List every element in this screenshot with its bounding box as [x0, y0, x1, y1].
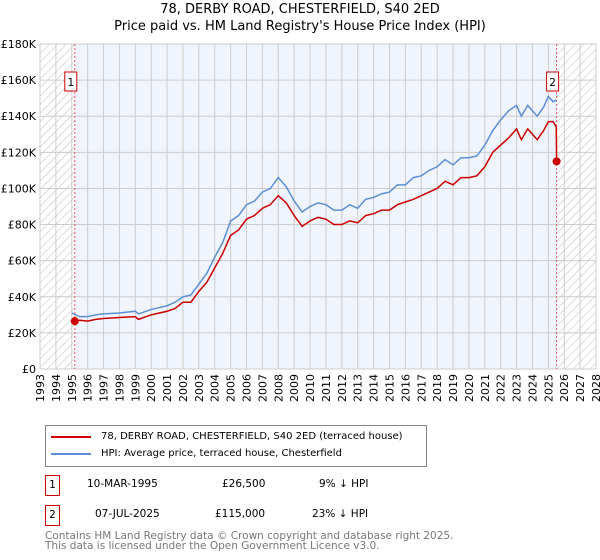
x-tick-label: 2016: [399, 374, 412, 402]
x-tick-label: 2026: [558, 374, 571, 402]
y-tick-label: £60K: [8, 255, 37, 268]
transaction-row: 1 10-MAR-1995 £26,500 9% ↓ HPI: [45, 475, 445, 496]
y-tick-label: £20K: [8, 327, 37, 340]
x-tick-label: 2006: [241, 374, 254, 402]
y-tick-label: £80K: [8, 219, 37, 232]
transaction-hpi: 23% ↓ HPI: [312, 508, 369, 520]
x-tick-label: 2012: [336, 374, 349, 402]
x-tick-label: 1997: [98, 374, 111, 402]
x-tick-label: 1995: [66, 374, 79, 402]
price-chart: 1993 1994 1995 1996 1997 1998 1999 2000 2001 2002…: [1, 38, 600, 402]
x-tick-label: 2001: [161, 374, 174, 402]
chart-title: 78, DERBY ROAD, CHESTERFIELD, S40 2ED: [160, 2, 440, 17]
x-tick-label: 2015: [383, 374, 396, 402]
x-tick-label: 2004: [209, 374, 222, 402]
transaction-badge: 1: [45, 475, 60, 496]
y-tick-label: £120K: [1, 146, 37, 159]
x-tick-label: 2023: [511, 374, 524, 402]
y-tick-label: £180K: [1, 38, 37, 51]
legend-swatch-hpi: [51, 452, 91, 455]
property-price-line: [74, 120, 558, 322]
x-tick-label: 2020: [463, 374, 476, 402]
transaction-price: £26,500: [222, 478, 266, 490]
y-tick-label: £160K: [1, 74, 37, 87]
x-tick-label: 2008: [272, 374, 285, 402]
sale-point: [552, 157, 561, 166]
chart-subtitle: Price paid vs. HM Land Registry's House …: [114, 19, 486, 34]
sale-marker-box: [546, 71, 560, 92]
sale-marker-label: 1: [67, 77, 74, 89]
footer: Contains HM Land Registry data © Crown c…: [45, 530, 454, 552]
x-tick-label: 1999: [129, 374, 142, 402]
legend-label-property: 78, DERBY ROAD, CHESTERFIELD, S40 2ED (t…: [101, 431, 403, 442]
hatch-after: [556, 44, 596, 369]
x-tick-label: 2011: [320, 374, 333, 402]
x-tick-label: 1993: [34, 374, 47, 402]
x-tick-label: 2003: [193, 374, 206, 402]
x-tick-label: 2022: [495, 374, 508, 402]
x-tick-label: 1994: [50, 374, 63, 402]
shaded-period: [74, 44, 557, 369]
sale-marker-label: 2: [549, 77, 556, 89]
x-tick-label: 2018: [431, 374, 444, 402]
x-tick-label: 2019: [447, 374, 460, 402]
x-tick-label: 2025: [542, 374, 555, 402]
x-tick-label: 2010: [304, 374, 317, 402]
legend-swatch-property: [51, 435, 91, 438]
x-tick-label: 2014: [368, 374, 381, 402]
x-tick-label: 2021: [479, 374, 492, 402]
x-tick-label: 2013: [352, 374, 365, 402]
transaction-price: £115,000: [215, 508, 266, 520]
transaction-hpi: 9% ↓ HPI: [319, 478, 369, 490]
footer-copyright: Contains HM Land Registry data © Crown c…: [45, 530, 454, 542]
hatch-before: [40, 44, 75, 369]
transaction-date: 10-MAR-1995: [87, 478, 158, 490]
y-tick-label: £140K: [1, 110, 37, 123]
x-tick-label: 2000: [145, 374, 158, 402]
footer-licence: This data is licensed under the Open Gov…: [45, 540, 380, 552]
x-tick-label: 2005: [225, 374, 238, 402]
transaction-date: 07-JUL-2025: [95, 508, 160, 520]
x-tick-label: 1996: [82, 374, 95, 402]
y-tick-label: £0: [22, 363, 36, 376]
x-tick-label: 2028: [590, 374, 600, 402]
x-tick-label: 1998: [113, 374, 126, 402]
legend-label-hpi: HPI: Average price, terraced house, Ches…: [101, 448, 342, 459]
x-tick-label: 2002: [177, 374, 190, 402]
sale-marker-box: [64, 71, 78, 92]
x-tick-label: 2017: [415, 374, 428, 402]
sale-point: [70, 317, 79, 326]
hpi-line: [71, 94, 557, 318]
y-tick-label: £100K: [1, 182, 37, 195]
transaction-badge: 2: [45, 505, 60, 526]
x-tick-label: 2009: [288, 374, 301, 402]
x-tick-label: 2024: [526, 374, 539, 402]
x-tick-label: 2027: [574, 374, 587, 402]
y-tick-label: £40K: [8, 291, 37, 304]
legend: 78, DERBY ROAD, CHESTERFIELD, S40 2ED (t…: [45, 425, 427, 467]
transaction-row: 2 07-JUL-2025 £115,000 23% ↓ HPI: [45, 505, 445, 526]
x-tick-label: 2007: [256, 374, 269, 402]
